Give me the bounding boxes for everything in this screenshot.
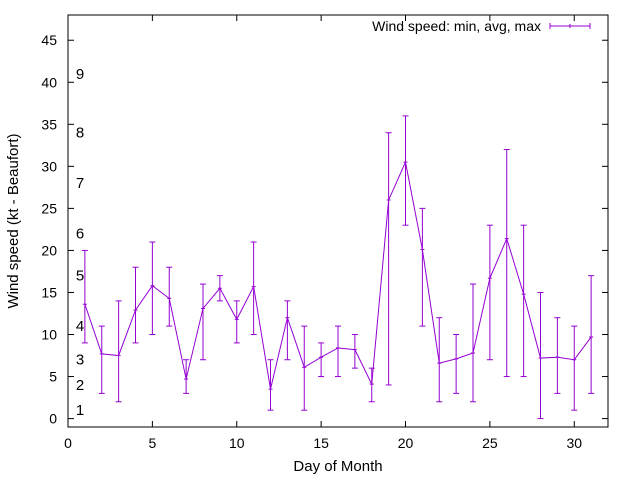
error-bar-point <box>520 224 527 378</box>
y-tick-label: 35 <box>41 116 57 132</box>
error-bar-point <box>486 224 493 361</box>
error-bar-point <box>436 317 443 403</box>
beaufort-label: 8 <box>76 125 84 142</box>
error-bar-point <box>301 325 308 411</box>
y-tick-label: 45 <box>41 32 57 48</box>
series-layer <box>81 115 595 420</box>
x-tick-label: 0 <box>64 435 72 451</box>
error-bar-point <box>183 359 190 394</box>
error-bar-point <box>402 115 409 226</box>
beaufort-label: 9 <box>76 66 84 83</box>
plot-frame <box>67 14 609 428</box>
legend-entry-label: Wind speed: min, avg, max <box>372 18 541 34</box>
beaufort-label: 5 <box>76 268 84 285</box>
beaufort-label: 6 <box>76 226 84 243</box>
error-bar-point <box>149 241 156 336</box>
y-tick-label: 15 <box>41 284 57 300</box>
beaufort-label: 3 <box>76 352 84 369</box>
x-tick-label: 20 <box>398 435 414 451</box>
beaufort-label: 2 <box>76 377 84 394</box>
error-bar-point <box>335 325 341 378</box>
beaufort-label: 7 <box>76 175 84 192</box>
error-bar-point <box>284 300 291 361</box>
error-bar-point <box>453 334 460 394</box>
error-bar-point <box>166 266 173 327</box>
error-bar-point <box>267 359 274 411</box>
error-bar-point <box>503 149 510 378</box>
error-bar-point <box>200 283 206 361</box>
error-bar-point <box>385 132 392 386</box>
x-axis: 0 5 10 15 20 25 30 <box>64 15 582 451</box>
x-tick-label: 15 <box>313 435 329 451</box>
error-bar-point <box>132 266 139 344</box>
error-bar-point <box>470 283 476 403</box>
beaufort-label: 4 <box>76 318 84 335</box>
error-bar-point <box>368 367 375 403</box>
y-axis-label: Wind speed (kt - Beaufort) <box>5 133 22 308</box>
y-tick-label: 30 <box>41 158 57 174</box>
error-bar-point <box>537 291 544 420</box>
beaufort-scale-labels: 1 2 3 4 5 6 7 8 9 <box>76 66 84 419</box>
x-tick-label: 25 <box>482 435 498 451</box>
y-tick-label: 40 <box>41 74 57 90</box>
error-bar-point <box>554 317 561 394</box>
y-tick-label: 25 <box>41 200 57 216</box>
error-bar-point <box>233 300 240 344</box>
error-bar-point <box>250 241 257 336</box>
beaufort-label: 1 <box>76 402 84 419</box>
error-bar-point <box>588 275 595 394</box>
error-bar-point <box>571 325 578 411</box>
error-bar-point <box>81 249 88 344</box>
y-tick-label: 20 <box>41 242 57 258</box>
error-bar-point <box>318 342 325 378</box>
legend-entry-sample <box>549 23 591 29</box>
error-bar-point <box>98 325 105 394</box>
x-tick-label: 5 <box>148 435 156 451</box>
x-tick-label: 10 <box>229 435 245 451</box>
y-tick-label: 0 <box>49 411 57 427</box>
x-tick-label: 30 <box>566 435 582 451</box>
error-bar-point <box>115 300 122 403</box>
error-bar-point <box>216 275 223 302</box>
legend: Wind speed: min, avg, max <box>372 18 591 34</box>
x-axis-label: Day of Month <box>293 458 382 475</box>
y-tick-label: 10 <box>41 327 57 343</box>
error-bar-point <box>419 207 426 327</box>
error-bar-point <box>351 334 358 369</box>
y-tick-label: 5 <box>49 369 57 385</box>
